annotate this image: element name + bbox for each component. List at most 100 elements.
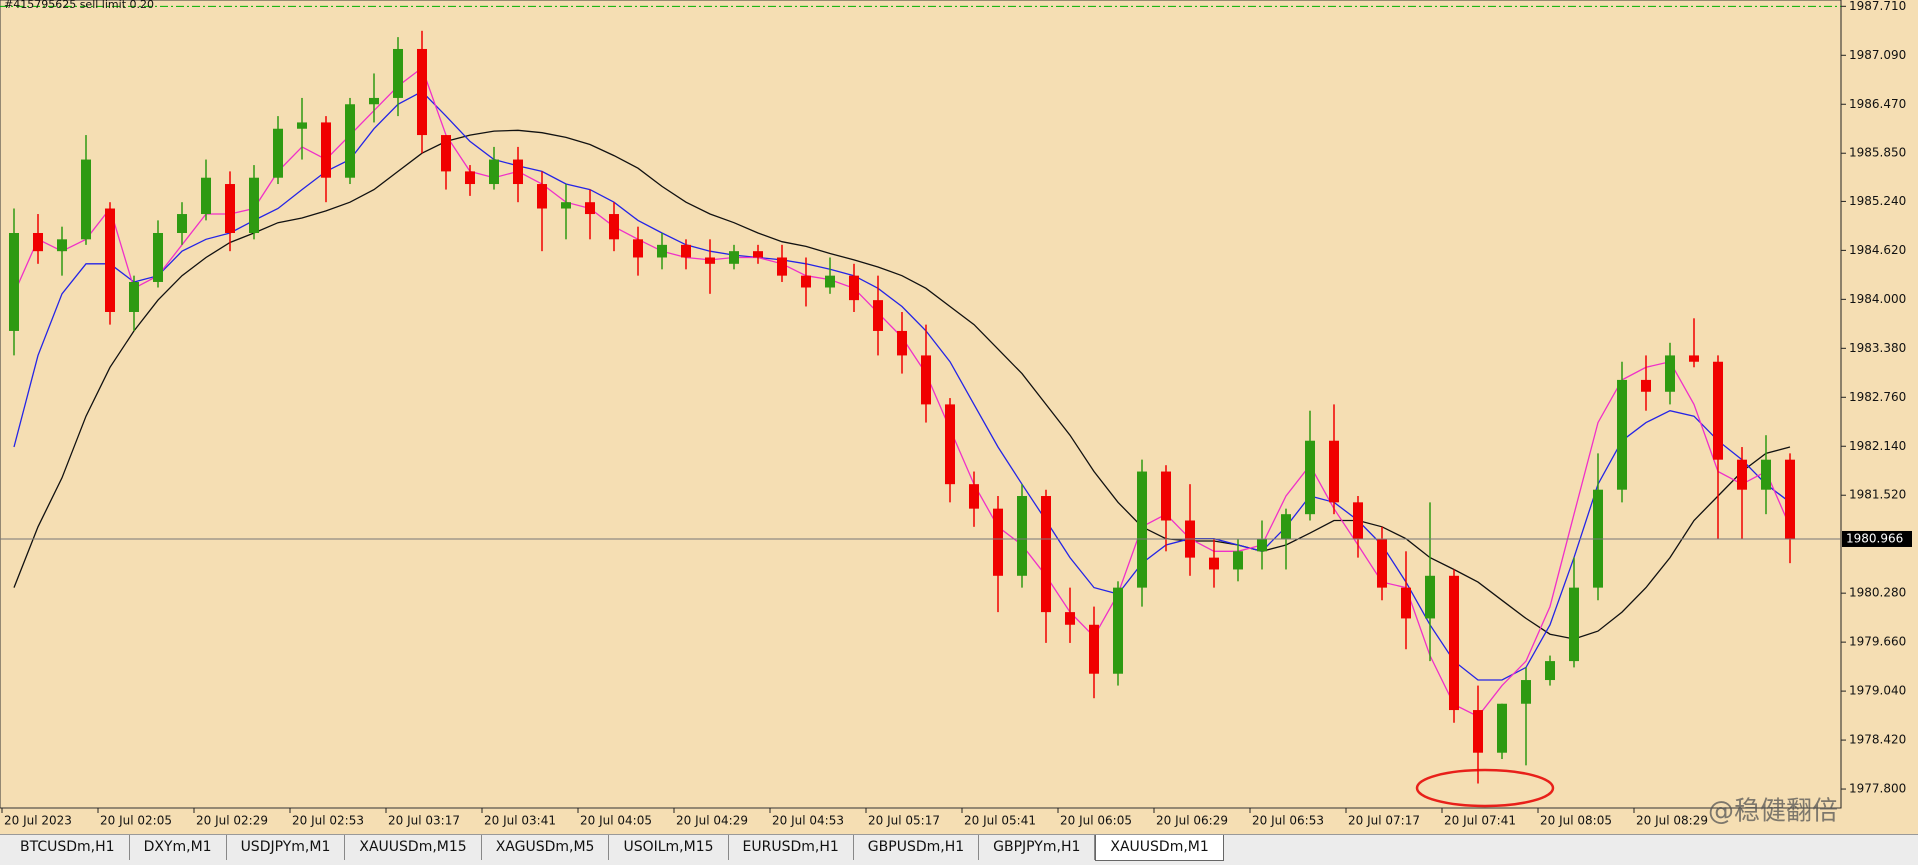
candle-body (465, 171, 475, 185)
candle-body (897, 330, 907, 356)
x-tick-label: 20 Jul 04:53 (772, 814, 844, 828)
candle-body (633, 239, 643, 258)
y-tick-label: 1984.000 (1849, 292, 1906, 306)
highlight-ellipse (1415, 768, 1555, 808)
symbol-tab[interactable]: GBPJPYm,H1 (979, 835, 1096, 860)
x-tick-label: 20 Jul 05:41 (964, 814, 1036, 828)
candle-body (1305, 440, 1315, 515)
candle-body (1473, 710, 1483, 753)
candle-body (1233, 551, 1243, 570)
candle-body (1017, 496, 1027, 576)
symbol-tab[interactable]: USOILm,M15 (609, 835, 729, 860)
x-tick-label: 20 Jul 08:05 (1540, 814, 1612, 828)
candle-body (1257, 538, 1267, 552)
x-tick-label: 20 Jul 07:41 (1444, 814, 1516, 828)
candle-body (441, 135, 451, 172)
candle-body (729, 251, 739, 264)
candle-body (993, 508, 1003, 576)
chart: @稳健翻倍 1987.710 1987.090 1986.470 1985.850 19… (0, 0, 1912, 828)
candle-body (1137, 471, 1147, 588)
candle-body (1353, 502, 1363, 539)
symbol-tab[interactable]: DXYm,M1 (130, 835, 227, 860)
candle-body (1281, 514, 1291, 539)
x-tick-label: 20 Jul 07:17 (1348, 814, 1420, 828)
candle-body (1041, 496, 1051, 613)
candle-body (1161, 471, 1171, 521)
candle-body (1425, 575, 1435, 619)
x-tick-label: 20 Jul 08:29 (1636, 814, 1708, 828)
moving-average-line (13, 129, 1791, 640)
candle-body (81, 159, 91, 240)
y-tick-label: 1979.660 (1849, 635, 1906, 649)
symbol-tab[interactable]: XAGUSDm,M5 (482, 835, 610, 860)
candle-body (1617, 379, 1627, 490)
candle-body (177, 214, 187, 234)
last-price-label: 1980.966 (1846, 531, 1903, 545)
y-tick-label: 1984.620 (1849, 243, 1906, 257)
x-tick-label: 20 Jul 06:53 (1252, 814, 1324, 828)
symbol-tab[interactable]: XAUUSDm,M15 (345, 835, 482, 860)
candle-body (105, 208, 115, 312)
candle-body (1089, 624, 1099, 674)
x-tick-label: 20 Jul 05:17 (868, 814, 940, 828)
candle-body (321, 122, 331, 178)
candle-body (969, 484, 979, 509)
candle-body (1641, 379, 1651, 392)
y-tick-label: 1987.090 (1849, 48, 1906, 62)
candle-body (1497, 703, 1507, 753)
symbol-tab[interactable]: USDJPYm,M1 (227, 835, 346, 860)
candle-body (1329, 440, 1339, 503)
y-tick-label: 1980.280 (1849, 586, 1906, 600)
candle-body (561, 202, 571, 209)
candle-body (1377, 538, 1387, 588)
x-tick-label: 20 Jul 02:29 (196, 814, 268, 828)
tab-bar: BTCUSDm,H1 DXYm,M1 USDJPYm,M1 XAUUSDm,M15 XA… (0, 834, 1918, 865)
candle-body (705, 257, 715, 264)
candle-body (585, 202, 595, 215)
candle-body (1761, 459, 1771, 490)
candle-body (873, 300, 883, 331)
candle-body (297, 122, 307, 129)
candle-body (801, 275, 811, 288)
candle-body (1569, 587, 1579, 662)
symbol-tab[interactable]: GBPUSDm,H1 (854, 835, 980, 860)
candle-body (129, 281, 139, 312)
y-tick-label: 1985.240 (1849, 194, 1906, 208)
candle-body (681, 244, 691, 258)
candle-body (249, 177, 259, 234)
candle-body (513, 159, 523, 185)
moving-average-line (13, 90, 1791, 681)
candle-body (1209, 557, 1219, 570)
y-tick-label: 1985.850 (1849, 146, 1906, 160)
candle-body (825, 275, 835, 288)
candle-body (1689, 355, 1699, 362)
x-tick-label: 20 Jul 2023 (4, 814, 72, 828)
watermark: @稳健翻倍 (1708, 797, 1838, 827)
candle-body (1401, 587, 1411, 619)
x-tick-label: 20 Jul 02:53 (292, 814, 364, 828)
symbol-tab[interactable]: XAUUSDm,M1 (1095, 835, 1224, 861)
symbol-tab[interactable]: BTCUSDm,H1 (6, 835, 130, 860)
x-tick-label: 20 Jul 04:05 (580, 814, 652, 828)
y-tick-label: 1982.760 (1849, 390, 1906, 404)
candle-body (777, 257, 787, 276)
y-tick-label: 1983.380 (1849, 341, 1906, 355)
candle-body (273, 128, 283, 178)
x-tick-label: 20 Jul 06:29 (1156, 814, 1228, 828)
plot-area (0, 0, 1842, 809)
candle-body (921, 355, 931, 405)
y-tick-label: 1981.520 (1849, 488, 1906, 502)
symbol-tab[interactable]: EURUSDm,H1 (729, 835, 854, 860)
candle-body (849, 275, 859, 301)
y-tick-label: 1987.710 (1849, 0, 1906, 13)
y-tick-label: 1977.800 (1849, 782, 1906, 796)
x-tick-label: 20 Jul 03:17 (388, 814, 460, 828)
x-tick-label: 20 Jul 06:05 (1060, 814, 1132, 828)
candle-body (1545, 661, 1555, 681)
candle-body (489, 159, 499, 185)
x-tick-label: 20 Jul 04:29 (676, 814, 748, 828)
y-tick-label: 1982.140 (1849, 439, 1906, 453)
candle-body (537, 184, 547, 209)
